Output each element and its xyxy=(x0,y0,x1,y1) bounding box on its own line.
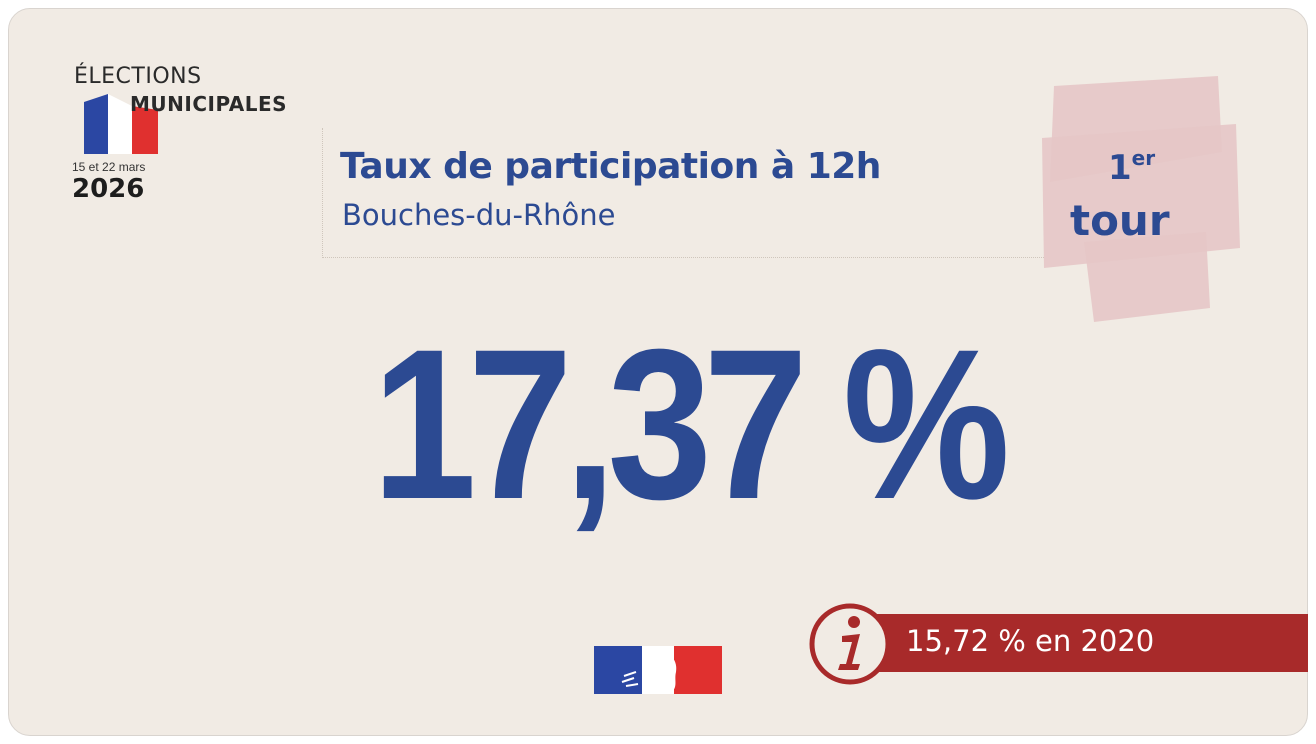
french-flag-icon xyxy=(84,94,158,154)
logo-municipales-text: MUNICIPALES xyxy=(130,92,288,116)
page-title: Taux de participation à 12h xyxy=(340,146,881,187)
comparison-text: 15,72 % en 2020 xyxy=(906,624,1155,658)
header-frame xyxy=(322,128,1044,258)
tour-number-suffix: er xyxy=(1131,146,1156,170)
comparison-bar xyxy=(840,614,1308,672)
department-subtitle: Bouches-du-Rhône xyxy=(342,198,616,232)
logo-dates: 15 et 22 mars xyxy=(72,160,146,174)
logo-elections-text: ÉLECTIONS xyxy=(74,64,202,89)
logo-year: 2026 xyxy=(72,174,145,204)
tour-badge-background xyxy=(1042,76,1240,322)
tour-label: tour xyxy=(1070,196,1170,245)
tour-number: 1er xyxy=(1108,146,1156,188)
info-icon xyxy=(809,603,891,685)
participation-rate: 17,37 % xyxy=(372,305,1010,544)
marianne-logo xyxy=(594,646,722,694)
